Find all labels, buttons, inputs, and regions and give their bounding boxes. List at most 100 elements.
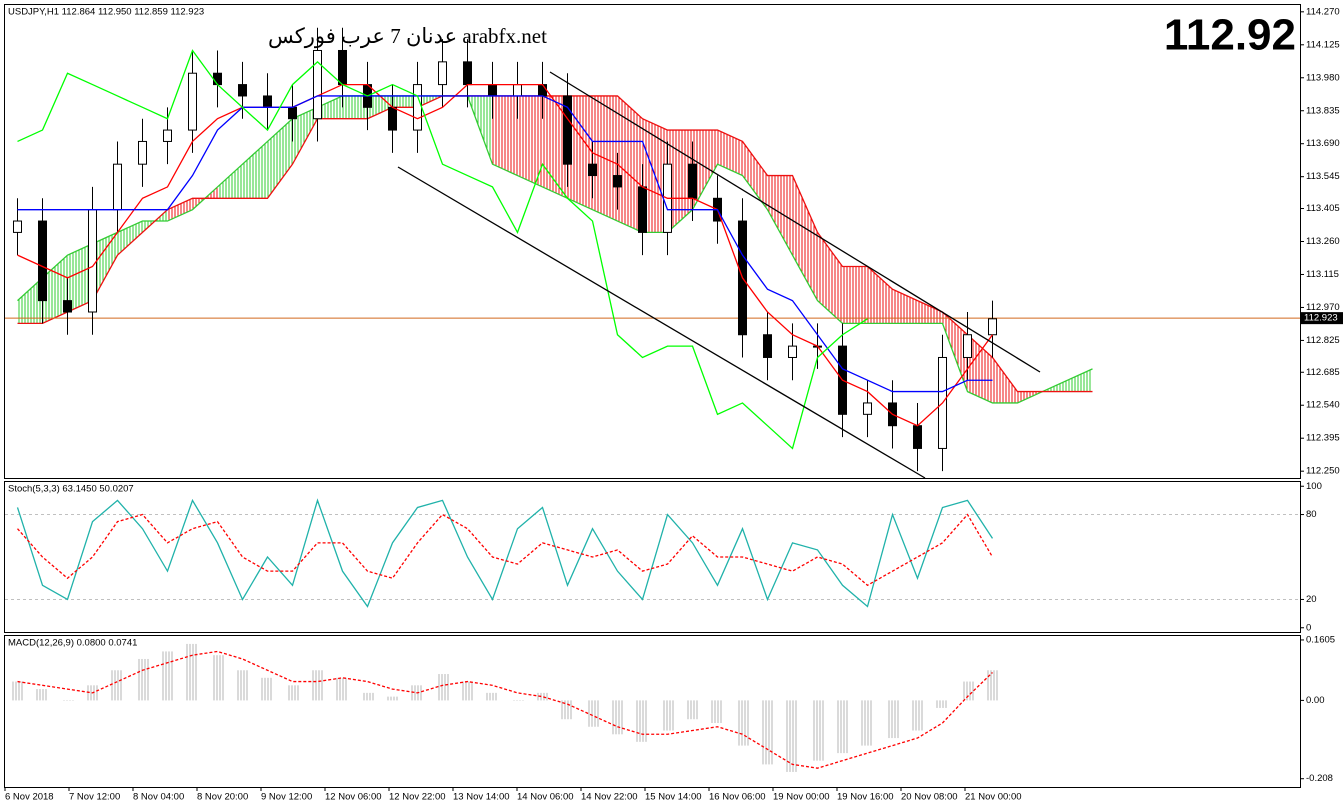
cloud-fill xyxy=(17,277,43,324)
candle-body xyxy=(488,84,497,97)
candle-body xyxy=(963,334,972,358)
macd-bar xyxy=(886,700,899,739)
candle-body xyxy=(413,84,422,131)
y-tick-label: 100 xyxy=(1306,481,1322,492)
candle-body xyxy=(588,163,597,177)
macd-bar xyxy=(836,700,849,754)
macd-bar xyxy=(636,700,649,742)
macd-bar xyxy=(311,670,324,701)
stoch-line xyxy=(16,498,994,608)
y-tick-label: 80 xyxy=(1306,509,1317,520)
candle-body xyxy=(38,220,47,302)
x-tick-label: 15 Nov 14:00 xyxy=(645,792,702,803)
y-tick-label: 112.540 xyxy=(1306,400,1340,411)
watermark: عدنان 7 عرب فوركس arabfx.net xyxy=(268,24,547,49)
y-tick-label: 114.125 xyxy=(1306,39,1340,50)
indicator-line xyxy=(17,83,994,427)
candle-body xyxy=(113,163,122,211)
macd-bar xyxy=(136,658,149,701)
candle-body xyxy=(388,106,397,131)
cloud-fill xyxy=(942,311,968,392)
cloud-fill xyxy=(742,141,768,210)
y-tick-label: 113.980 xyxy=(1306,72,1340,83)
macd-bar xyxy=(611,700,624,735)
cloud-fill xyxy=(292,107,318,165)
y-tick-label: 114.270 xyxy=(1306,6,1340,17)
cloud-fill xyxy=(992,357,1018,403)
channel-line-upper xyxy=(549,71,1041,373)
macd-bar xyxy=(661,700,674,731)
candle-body xyxy=(563,95,572,165)
x-tick-label: 12 Nov 22:00 xyxy=(389,792,446,803)
cloud-fill xyxy=(92,232,118,301)
macd-title: MACD(12,26,9) 0.0800 0.0741 xyxy=(8,638,137,649)
x-tick-label: 6 Nov 2018 xyxy=(5,792,54,803)
x-tick-label: 12 Nov 06:00 xyxy=(325,792,382,803)
macd-bar xyxy=(461,681,474,701)
candle-body xyxy=(513,84,522,97)
candle-body xyxy=(463,61,472,86)
candle-body xyxy=(138,140,147,165)
macd-bar xyxy=(61,700,74,701)
candle-body xyxy=(163,129,172,142)
cloud-fill xyxy=(217,164,243,199)
cloud-fill xyxy=(792,175,818,301)
x-tick-label: 13 Nov 14:00 xyxy=(453,792,510,803)
y-tick-label: 113.115 xyxy=(1306,269,1339,280)
cloud-fill xyxy=(67,243,93,312)
y-tick-label: 112.250 xyxy=(1306,466,1340,477)
stoch-title: Stoch(5,3,3) 63.1450 50.0207 xyxy=(8,484,134,495)
macd-bar xyxy=(111,670,124,701)
cloud-fill xyxy=(842,266,868,324)
indicator-line xyxy=(17,95,993,393)
x-tick-label: 8 Nov 20:00 xyxy=(197,792,248,803)
y-tick-label: 112.685 xyxy=(1306,367,1340,378)
y-tick-label: -0.208 xyxy=(1306,773,1333,784)
cloud-fill xyxy=(567,95,593,210)
y-tick-label: 113.690 xyxy=(1306,138,1340,149)
senkou-span-a xyxy=(17,95,1093,404)
y-tick-label: 0 xyxy=(1306,622,1311,633)
macd-bar xyxy=(736,700,749,746)
candle-body xyxy=(13,220,22,233)
y-tick-label: 113.260 xyxy=(1306,236,1340,247)
candle-body xyxy=(863,402,872,415)
macd-panel xyxy=(4,635,1301,788)
y-tick-label: 112.825 xyxy=(1306,335,1340,346)
x-tick-label: 9 Nov 12:00 xyxy=(261,792,312,803)
y-tick-label: 0.00 xyxy=(1306,695,1325,706)
macd-bar xyxy=(386,696,399,701)
macd-bar xyxy=(961,681,974,701)
macd-bar xyxy=(36,689,49,701)
candle-body xyxy=(763,334,772,358)
macd-bar xyxy=(436,674,449,701)
cloud-fill xyxy=(692,130,718,210)
cloud-fill xyxy=(492,95,518,176)
x-tick-label: 19 Nov 00:00 xyxy=(773,792,830,803)
cloud-fill xyxy=(617,95,643,233)
x-tick-label: 14 Nov 22:00 xyxy=(581,792,638,803)
macd-bar xyxy=(761,700,774,765)
senkou-span-b xyxy=(17,95,1093,393)
macd-bar xyxy=(286,685,299,701)
cloud-fill xyxy=(242,141,268,199)
x-tick-label: 19 Nov 16:00 xyxy=(837,792,894,803)
candle-body xyxy=(538,84,547,97)
cloud-fill xyxy=(1067,368,1093,392)
candle-body xyxy=(688,163,697,199)
macd-bar xyxy=(686,700,699,720)
cloud-fill xyxy=(342,95,368,119)
last-price-label: 112.923 xyxy=(1304,313,1338,324)
indicator-line xyxy=(17,49,868,450)
candle-body xyxy=(263,95,272,108)
macd-bar xyxy=(711,700,724,723)
x-tick-label: 16 Nov 06:00 xyxy=(709,792,766,803)
cloud-fill xyxy=(717,130,743,176)
cloud-fill xyxy=(817,232,843,324)
y-tick-label: 113.835 xyxy=(1306,105,1340,116)
cloud-fill xyxy=(867,266,893,324)
x-tick-label: 21 Nov 00:00 xyxy=(965,792,1022,803)
